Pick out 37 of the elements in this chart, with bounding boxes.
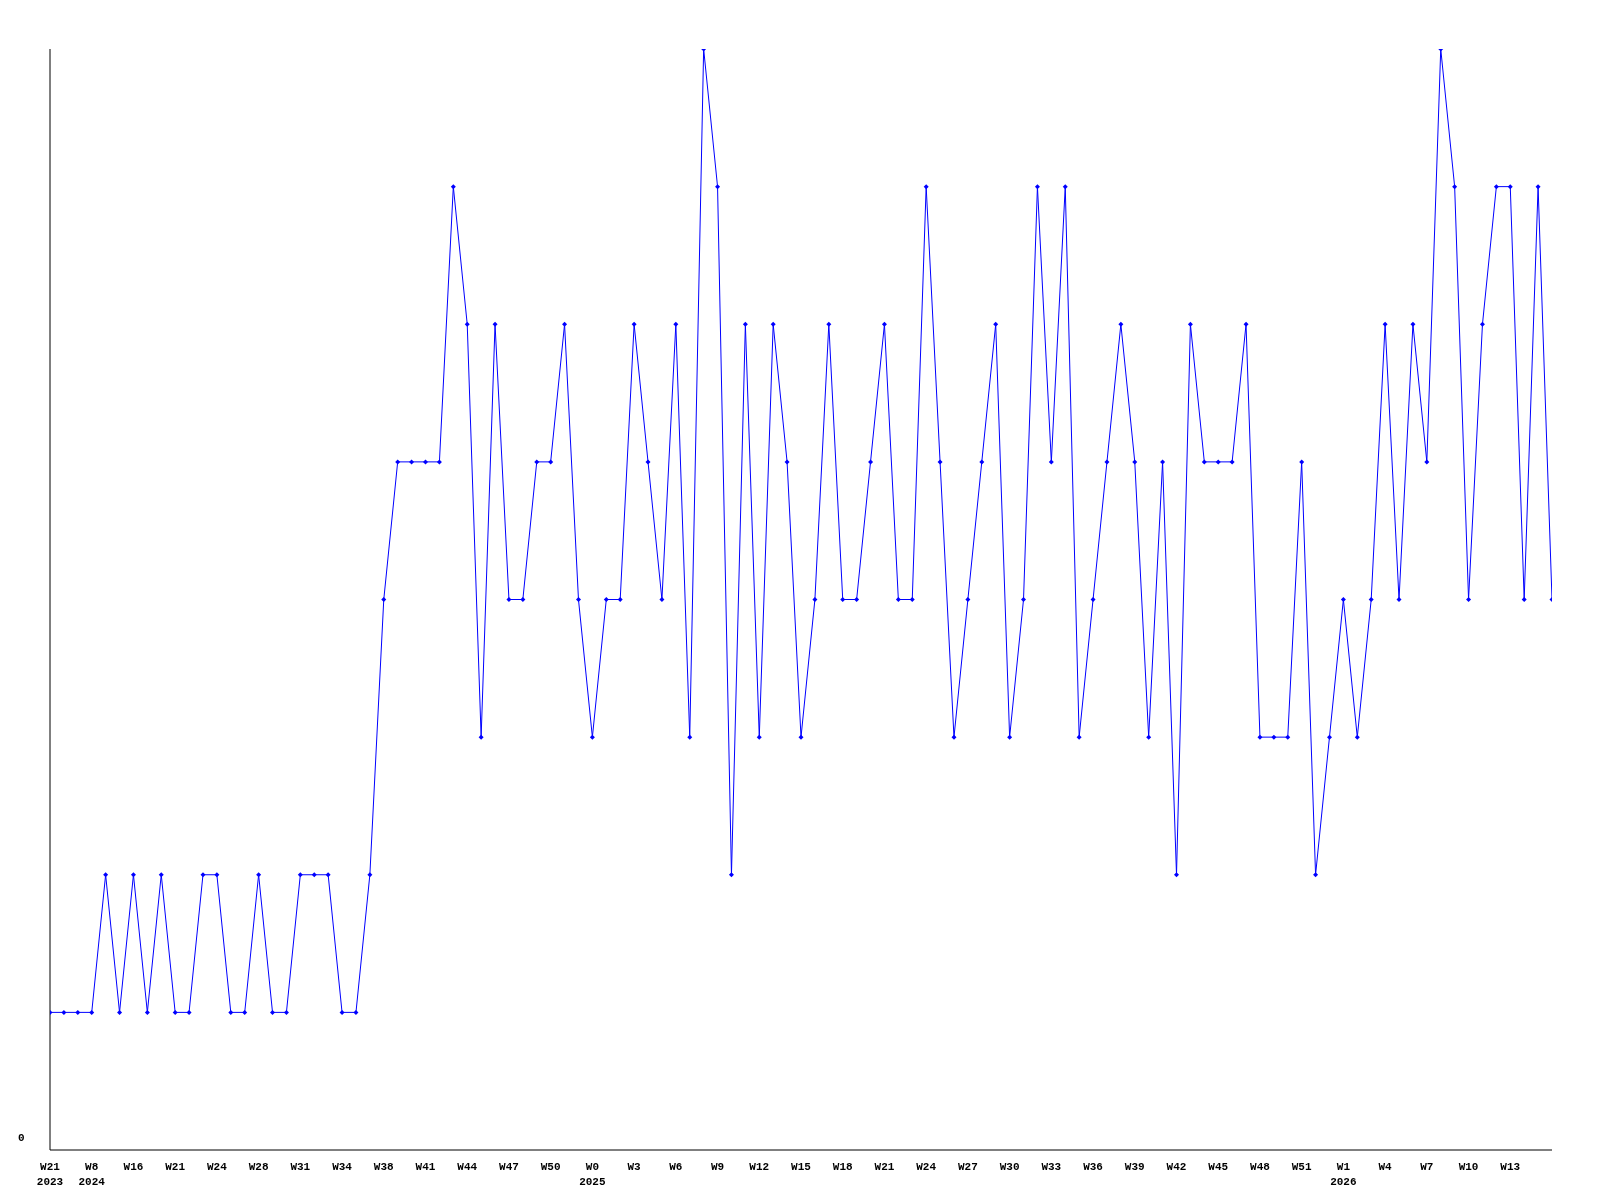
x-tick-label: W3	[627, 1161, 642, 1173]
x-tick-label: W1 2026	[1330, 1161, 1357, 1188]
x-tick-label: W27	[957, 1161, 978, 1173]
x-tick-label: W47	[499, 1161, 519, 1173]
x-tick-label: W9	[710, 1161, 725, 1173]
x-tick-label: W38	[373, 1161, 395, 1173]
x-tick-label: W44	[457, 1161, 478, 1173]
x-tick-label: W28	[248, 1161, 269, 1173]
x-tick-label: W33	[1041, 1161, 1062, 1173]
x-tick-label: W51	[1291, 1161, 1312, 1173]
x-tick-label: W16	[123, 1161, 144, 1173]
x-tick-label: W24	[206, 1161, 228, 1173]
x-tick-label: W21	[165, 1161, 186, 1173]
x-tick-label: W50	[540, 1161, 561, 1173]
x-tick-label: W4	[1378, 1161, 1393, 1173]
x-tick-label: W12	[749, 1161, 770, 1173]
x-tick-label: W24	[916, 1161, 937, 1173]
x-tick-label: W36	[1083, 1161, 1103, 1173]
x-tick-label: W48	[1250, 1161, 1271, 1173]
x-tick-label: W41	[415, 1161, 436, 1173]
x-tick-label: W7	[1420, 1161, 1434, 1173]
x-tick-label: W6	[669, 1161, 683, 1173]
x-tick-label: W30	[999, 1161, 1020, 1173]
x-tick-label: W31	[290, 1161, 311, 1173]
text: 0	[18, 1132, 25, 1144]
x-tick-label: W13	[1500, 1161, 1521, 1173]
x-tick-label: W45	[1208, 1161, 1229, 1173]
x-tick-label: W21 2023	[36, 1161, 64, 1188]
x-tick-label: W42	[1166, 1161, 1187, 1173]
x-tick-label: W15	[791, 1161, 812, 1173]
x-tick-label: W18	[832, 1161, 854, 1173]
x-tick-label: W0 2025	[579, 1161, 606, 1188]
x-tick-label: W34	[332, 1161, 353, 1173]
x-tick-label: W21	[874, 1161, 895, 1173]
x-tick-label: W39	[1124, 1161, 1145, 1173]
x-tick-label: W8 2024	[78, 1161, 106, 1188]
x-tick-label: W10	[1458, 1161, 1479, 1173]
